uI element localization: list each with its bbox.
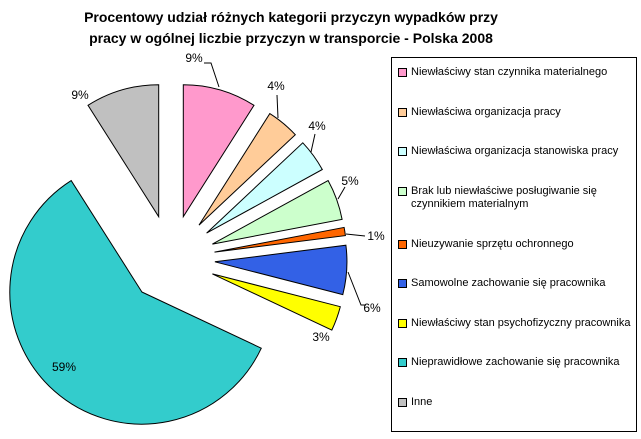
legend-swatch-2 xyxy=(398,147,407,157)
pie-slice-2 xyxy=(206,142,323,234)
legend-item-8: Inne xyxy=(398,396,633,409)
legend-swatch-4 xyxy=(398,239,407,249)
legend-item-0: Niewłaściwy stan czynnika materialnego xyxy=(398,66,633,79)
chart-title-line2: pracy w ogólnej liczbie przyczyn w trans… xyxy=(89,30,493,46)
slice-label-leader-4 xyxy=(345,233,366,237)
legend-label-4: Nieuzywanie sprzętu ochronnego xyxy=(411,237,574,250)
pie-slice-5 xyxy=(214,244,348,296)
legend-item-5: Samowolne zachowanie się pracownika xyxy=(398,277,633,290)
slice-label-1: 4% xyxy=(267,79,285,93)
legend-list: Niewłaściwy stan czynnika materialnego Ni… xyxy=(392,58,636,431)
slice-label-8: 9% xyxy=(71,88,89,102)
legend-swatch-1 xyxy=(398,107,407,117)
legend-swatch-8 xyxy=(398,398,407,407)
slice-label-6: 3% xyxy=(312,330,330,344)
slice-label-0: 9% xyxy=(185,51,203,65)
pie-slice-3 xyxy=(212,179,343,245)
slice-label-2: 4% xyxy=(308,119,326,133)
slice-label-leader-5 xyxy=(347,271,366,306)
legend-label-3: Brak lub niewłaściwe posługiwanie się cz… xyxy=(411,184,597,210)
legend-item-3: Brak lub niewłaściwe posługiwanie się cz… xyxy=(398,185,633,211)
legend: Niewłaściwy stan czynnika materialnego Ni… xyxy=(391,57,637,432)
legend-swatch-0 xyxy=(398,68,407,77)
legend-label-5: Samowolne zachowanie się pracownika xyxy=(411,277,606,290)
legend-item-2: Niewłaściwa organizacja stanowiska pracy xyxy=(398,145,633,158)
slice-label-leader-2 xyxy=(310,133,316,153)
legend-item-7: Nieprawidłowe zachowanie się pracownika xyxy=(398,356,633,369)
slice-label-leader-1 xyxy=(276,94,279,119)
chart-title: Procentowy udział różnych kategorii przy… xyxy=(0,7,582,49)
legend-label-6: Niewłaściwy stan psychofizyczny pracowni… xyxy=(411,316,631,329)
legend-swatch-7 xyxy=(398,358,407,368)
legend-item-6: Niewłaściwy stan psychofizyczny pracowni… xyxy=(398,317,633,330)
pie-slice-8 xyxy=(87,84,160,219)
legend-swatch-6 xyxy=(398,318,407,328)
legend-label-0: Niewłaściwy stan czynnika materialnego xyxy=(411,66,608,78)
legend-item-1: Niewłaściwa organizacja pracy xyxy=(398,106,633,119)
legend-label-2: Niewłaściwa organizacja stanowiska pracy xyxy=(411,145,619,158)
pie-slice-1 xyxy=(198,112,297,226)
legend-item-4: Nieuzywanie sprzętu ochronnego xyxy=(398,238,633,251)
legend-label-8: Inne xyxy=(411,396,433,408)
slice-label-5: 6% xyxy=(363,301,381,315)
slice-label-4: 1% xyxy=(367,229,385,243)
pie-slice-6 xyxy=(212,273,341,331)
chart-title-line1: Procentowy udział różnych kategorii przy… xyxy=(84,9,498,25)
legend-swatch-3 xyxy=(398,186,407,196)
pie-slice-4 xyxy=(214,226,346,253)
legend-label-7: Nieprawidłowe zachowanie się pracownika xyxy=(411,356,620,369)
pie-slice-0 xyxy=(182,84,255,219)
pie-slice-7 xyxy=(9,179,262,425)
slice-label-3: 5% xyxy=(341,174,359,188)
slice-label-leader-3 xyxy=(337,186,346,200)
slice-label-leader-0 xyxy=(204,62,220,88)
legend-swatch-5 xyxy=(398,279,407,289)
legend-label-1: Niewłaściwa organizacja pracy xyxy=(411,105,561,118)
slice-label-7: 59% xyxy=(52,360,76,374)
